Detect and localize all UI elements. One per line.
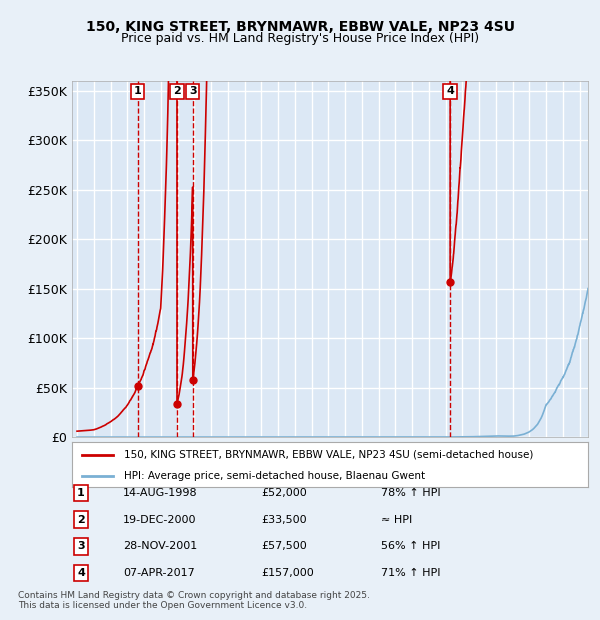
Text: 150, KING STREET, BRYNMAWR, EBBW VALE, NP23 4SU: 150, KING STREET, BRYNMAWR, EBBW VALE, N… [86, 20, 515, 34]
Text: 78% ↑ HPI: 78% ↑ HPI [381, 488, 440, 498]
Text: 3: 3 [189, 87, 197, 97]
Text: 3: 3 [77, 541, 85, 551]
Text: £57,500: £57,500 [261, 541, 307, 551]
Text: Price paid vs. HM Land Registry's House Price Index (HPI): Price paid vs. HM Land Registry's House … [121, 32, 479, 45]
Text: £33,500: £33,500 [261, 515, 307, 525]
Text: 71% ↑ HPI: 71% ↑ HPI [381, 568, 440, 578]
Text: 2: 2 [173, 87, 181, 97]
Text: 56% ↑ HPI: 56% ↑ HPI [381, 541, 440, 551]
Text: This data is licensed under the Open Government Licence v3.0.: This data is licensed under the Open Gov… [18, 601, 307, 610]
Text: 19-DEC-2000: 19-DEC-2000 [123, 515, 197, 525]
Text: HPI: Average price, semi-detached house, Blaenau Gwent: HPI: Average price, semi-detached house,… [124, 471, 425, 480]
Text: ≈ HPI: ≈ HPI [381, 515, 412, 525]
Text: 28-NOV-2001: 28-NOV-2001 [123, 541, 197, 551]
Text: £52,000: £52,000 [261, 488, 307, 498]
Text: 14-AUG-1998: 14-AUG-1998 [123, 488, 197, 498]
Text: 150, KING STREET, BRYNMAWR, EBBW VALE, NP23 4SU (semi-detached house): 150, KING STREET, BRYNMAWR, EBBW VALE, N… [124, 450, 533, 459]
Text: 4: 4 [77, 568, 85, 578]
Text: 2: 2 [77, 515, 85, 525]
Text: £157,000: £157,000 [261, 568, 314, 578]
Text: 1: 1 [77, 488, 85, 498]
Text: 1: 1 [134, 87, 142, 97]
Text: Contains HM Land Registry data © Crown copyright and database right 2025.: Contains HM Land Registry data © Crown c… [18, 590, 370, 600]
Text: 4: 4 [446, 87, 454, 97]
Text: 07-APR-2017: 07-APR-2017 [123, 568, 195, 578]
